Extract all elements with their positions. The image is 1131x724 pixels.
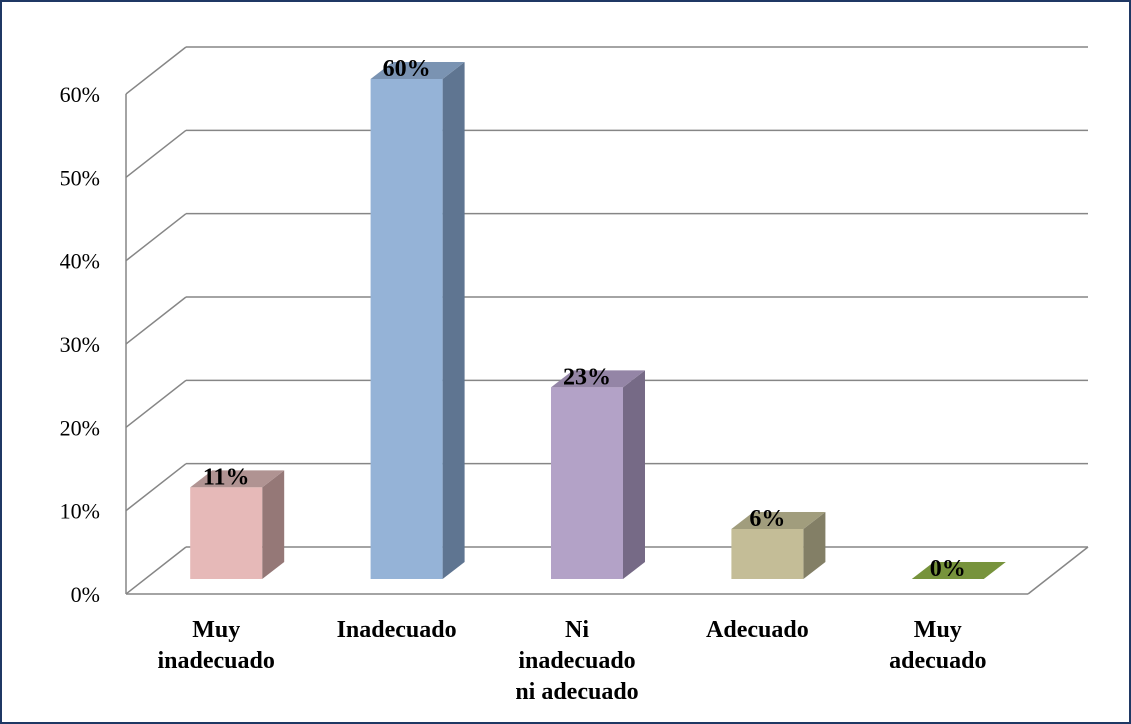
bar-side xyxy=(623,370,645,579)
data-label: 0% xyxy=(930,556,966,582)
x-tick-label: Ni inadecuado ni adecuado xyxy=(515,617,638,705)
y-tick-label: 20% xyxy=(60,415,100,440)
bar-top xyxy=(190,470,285,488)
gridline-side xyxy=(125,296,187,345)
gridline-side xyxy=(125,129,187,178)
x-tick-label: Adecuado xyxy=(706,617,809,643)
bar-side xyxy=(262,470,285,579)
bar xyxy=(731,529,804,579)
y-tick-label: 50% xyxy=(60,165,100,190)
data-label: 6% xyxy=(749,506,785,532)
x-tick-label: Inadecuado xyxy=(337,617,457,643)
bar-side xyxy=(442,62,465,579)
gridline-side xyxy=(125,546,187,595)
gridline-side xyxy=(125,46,187,95)
bar-side xyxy=(803,512,826,579)
y-tick-label: 0% xyxy=(71,582,100,607)
gridline-side xyxy=(125,463,187,512)
bar xyxy=(911,562,1006,579)
x-tick-label: Muy inadecuado xyxy=(158,617,275,674)
y-tick-label: 30% xyxy=(60,332,100,357)
floor-edge xyxy=(1027,546,1089,595)
data-label: 11% xyxy=(203,464,250,490)
bar xyxy=(190,487,263,579)
y-tick-label: 60% xyxy=(60,82,100,107)
bar-top xyxy=(551,370,645,388)
y-tick-label: 10% xyxy=(60,499,100,524)
data-label: 23% xyxy=(563,364,611,390)
gridline-side xyxy=(125,379,187,428)
gridline-side xyxy=(125,213,187,262)
bar xyxy=(551,387,623,579)
bar-top xyxy=(370,62,465,79)
data-label: 60% xyxy=(383,56,431,82)
bar-top xyxy=(731,512,826,529)
bar xyxy=(370,79,443,579)
y-tick-label: 40% xyxy=(60,249,100,274)
x-tick-label: Muy adecuado xyxy=(889,617,986,674)
